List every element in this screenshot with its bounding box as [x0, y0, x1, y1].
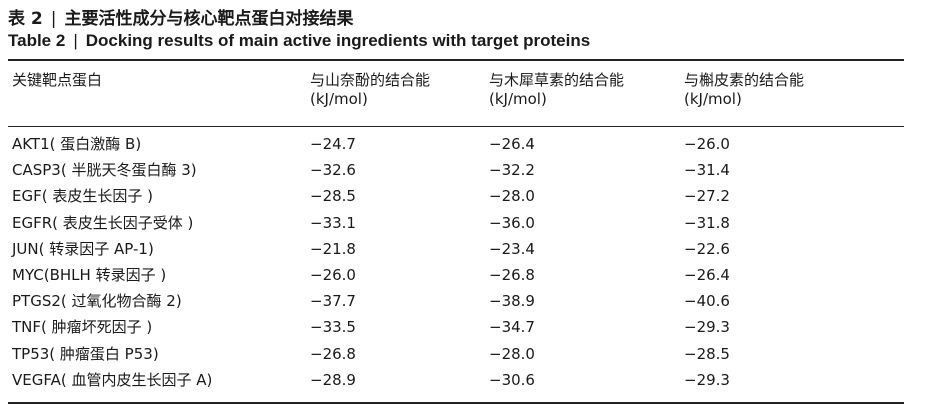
header-label: 与木犀草素的结合能 — [489, 71, 625, 89]
table-row: MYC(BHLH 转录因子 ) −26.0 −26.8 −26.4 — [0, 264, 926, 290]
caption-zh-separator: | — [50, 9, 57, 29]
header-unit: (kJ/mol) — [310, 90, 368, 108]
cell-quercetin-energy: −29.3 — [684, 370, 730, 389]
table-row: TNF( 肿瘤坏死因子 ) −33.5 −34.7 −29.3 — [0, 316, 926, 342]
cell-target-protein: AKT1( 蛋白激酶 B) — [12, 135, 142, 153]
cell-target-protein: CASP3( 半胱天冬蛋白酶 3) — [12, 161, 197, 180]
table-row: CASP3( 半胱天冬蛋白酶 3) −32.6 −32.2 −31.4 — [0, 159, 926, 185]
header-unit: (kJ/mol) — [684, 90, 742, 108]
cell-target-protein: JUN( 转录因子 AP-1) — [12, 239, 154, 258]
caption-en: Table 2 | Docking results of main active i… — [8, 31, 590, 51]
cell-kaempferol-energy: −33.1 — [310, 213, 356, 232]
cell-quercetin-energy: −28.5 — [684, 344, 730, 363]
cell-target-protein: EGF( 表皮生长因子 ) — [12, 187, 153, 206]
cell-quercetin-energy: −26.4 — [684, 265, 730, 284]
caption-en-separator: | — [73, 31, 78, 50]
header-quercetin-energy: 与槲皮素的结合能 (kJ/mol) — [684, 71, 804, 109]
cell-luteolin-energy: −38.9 — [489, 292, 535, 311]
cell-luteolin-energy: −30.6 — [489, 370, 535, 389]
cell-luteolin-energy: −26.8 — [489, 265, 535, 284]
header-label: 关键靶点蛋白 — [12, 71, 103, 89]
header-label: 与槲皮素的结合能 — [684, 71, 805, 89]
cell-kaempferol-energy: −33.5 — [310, 318, 356, 337]
cell-luteolin-energy: −34.7 — [489, 318, 535, 337]
table-row: TP53( 肿瘤蛋白 P53) −26.8 −28.0 −28.5 — [0, 343, 926, 369]
caption-zh-label: 表 2 — [8, 9, 43, 29]
table-body: AKT1( 蛋白激酶 B) −24.7 −26.4 −26.0 CASP3( 半胱天冬蛋… — [0, 133, 926, 395]
cell-target-protein: PTGS2( 过氧化物合酶 2) — [12, 292, 182, 311]
header-luteolin-energy: 与木犀草素的结合能 (kJ/mol) — [489, 71, 624, 109]
cell-luteolin-energy: −28.0 — [489, 187, 535, 206]
cell-quercetin-energy: −29.3 — [684, 318, 730, 337]
cell-kaempferol-energy: −21.8 — [310, 239, 356, 258]
cell-luteolin-energy: −28.0 — [489, 344, 535, 363]
table-row: EGF( 表皮生长因子 ) −28.5 −28.0 −27.2 — [0, 185, 926, 211]
table-header-rule — [8, 126, 904, 127]
cell-kaempferol-energy: −24.7 — [310, 135, 356, 153]
table-row: AKT1( 蛋白激酶 B) −24.7 −26.4 −26.0 — [0, 133, 926, 159]
cell-luteolin-energy: −26.4 — [489, 135, 535, 153]
cell-target-protein: MYC(BHLH 转录因子 ) — [12, 265, 167, 284]
table-bottom-rule — [8, 402, 904, 404]
cell-kaempferol-energy: −28.5 — [310, 187, 356, 206]
table-row: EGFR( 表皮生长因子受体 ) −33.1 −36.0 −31.8 — [0, 212, 926, 238]
cell-quercetin-energy: −22.6 — [684, 239, 730, 258]
cell-kaempferol-energy: −26.8 — [310, 344, 356, 363]
caption-en-title: Docking results of main active ingredien… — [85, 31, 591, 50]
cell-luteolin-energy: −36.0 — [489, 213, 535, 232]
cell-quercetin-energy: −26.0 — [684, 135, 730, 153]
cell-kaempferol-energy: −26.0 — [310, 265, 356, 284]
header-kaempferol-energy: 与山奈酚的结合能 (kJ/mol) — [310, 71, 430, 109]
table-row: JUN( 转录因子 AP-1) −21.8 −23.4 −22.6 — [0, 238, 926, 264]
caption-zh-title: 主要活性成分与核心靶点蛋白对接结果 — [64, 9, 354, 29]
cell-quercetin-energy: −31.4 — [684, 161, 730, 180]
cell-luteolin-energy: −23.4 — [489, 239, 535, 258]
header-unit: (kJ/mol) — [489, 90, 547, 108]
cell-luteolin-energy: −32.2 — [489, 161, 535, 180]
cell-kaempferol-energy: −32.6 — [310, 161, 356, 180]
caption-zh: 表 2 | 主要活性成分与核心靶点蛋白对接结果 — [8, 4, 353, 29]
cell-target-protein: TP53( 肿瘤蛋白 P53) — [12, 344, 159, 363]
cell-target-protein: VEGFA( 血管内皮生长因子 A) — [12, 370, 213, 389]
header-target-protein: 关键靶点蛋白 — [12, 71, 102, 90]
header-label: 与山奈酚的结合能 — [310, 71, 431, 89]
cell-target-protein: TNF( 肿瘤坏死因子 ) — [12, 318, 153, 337]
cell-kaempferol-energy: −37.7 — [310, 292, 356, 311]
table-top-rule — [8, 59, 904, 61]
caption-en-label: Table 2 — [8, 31, 66, 50]
table-row: VEGFA( 血管内皮生长因子 A) −28.9 −30.6 −29.3 — [0, 369, 926, 395]
table-row: PTGS2( 过氧化物合酶 2) −37.7 −38.9 −40.6 — [0, 290, 926, 316]
cell-kaempferol-energy: −28.9 — [310, 370, 356, 389]
cell-target-protein: EGFR( 表皮生长因子受体 ) — [12, 213, 194, 232]
cell-quercetin-energy: −40.6 — [684, 292, 730, 311]
cell-quercetin-energy: −31.8 — [684, 213, 730, 232]
cell-quercetin-energy: −27.2 — [684, 187, 730, 206]
